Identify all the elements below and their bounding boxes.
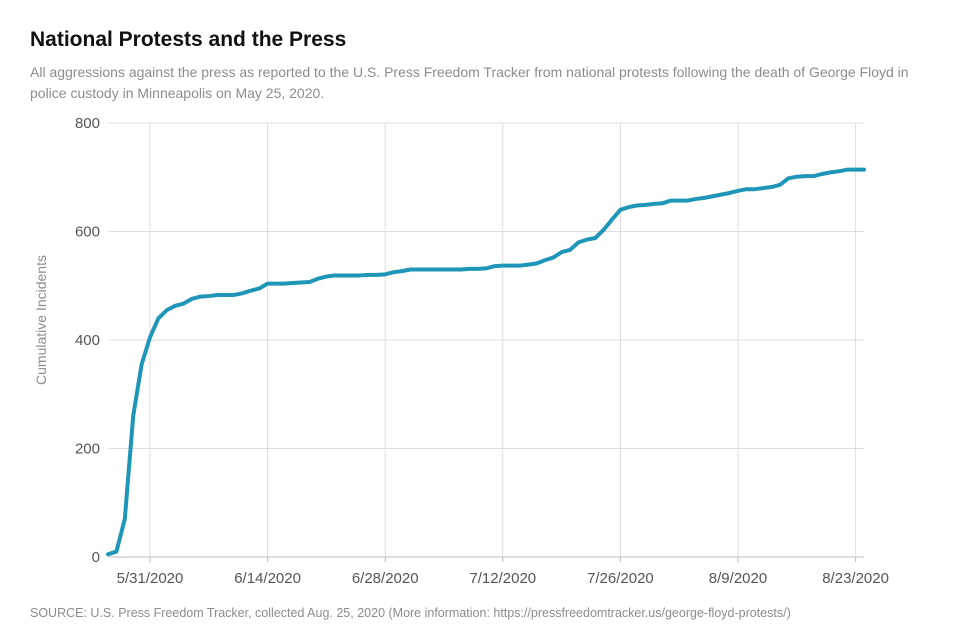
x-tick-label: 5/31/2020 bbox=[117, 570, 184, 587]
chart-subtitle: All aggressions against the press as rep… bbox=[30, 64, 909, 101]
axis-layer: 0 200 400 600 800 5/31/2020 6/14/2020 6/28/2020… bbox=[75, 115, 889, 587]
x-tick-label: 6/14/2020 bbox=[234, 570, 301, 587]
chart-title: National Protests and the Press bbox=[30, 28, 347, 51]
x-tick-label: 7/26/2020 bbox=[587, 570, 654, 587]
grid-layer bbox=[108, 122, 864, 558]
x-tick-label: 6/28/2020 bbox=[352, 570, 419, 587]
source-note: SOURCE: U.S. Press Freedom Tracker, coll… bbox=[30, 606, 791, 620]
y-tick-label: 200 bbox=[75, 441, 100, 458]
series-line bbox=[106, 167, 866, 557]
y-tick-label: 600 bbox=[75, 224, 100, 241]
x-tick-label: 8/23/2020 bbox=[822, 570, 889, 587]
y-axis-title: Cumulative Incidents bbox=[33, 255, 49, 385]
x-tick-label: 7/12/2020 bbox=[469, 570, 536, 587]
y-tick-label: 800 bbox=[75, 115, 100, 132]
y-tick-label: 400 bbox=[75, 332, 100, 349]
y-tick-label: 0 bbox=[92, 549, 100, 566]
series-layer bbox=[106, 167, 866, 557]
x-tick-label: 8/9/2020 bbox=[709, 570, 767, 587]
